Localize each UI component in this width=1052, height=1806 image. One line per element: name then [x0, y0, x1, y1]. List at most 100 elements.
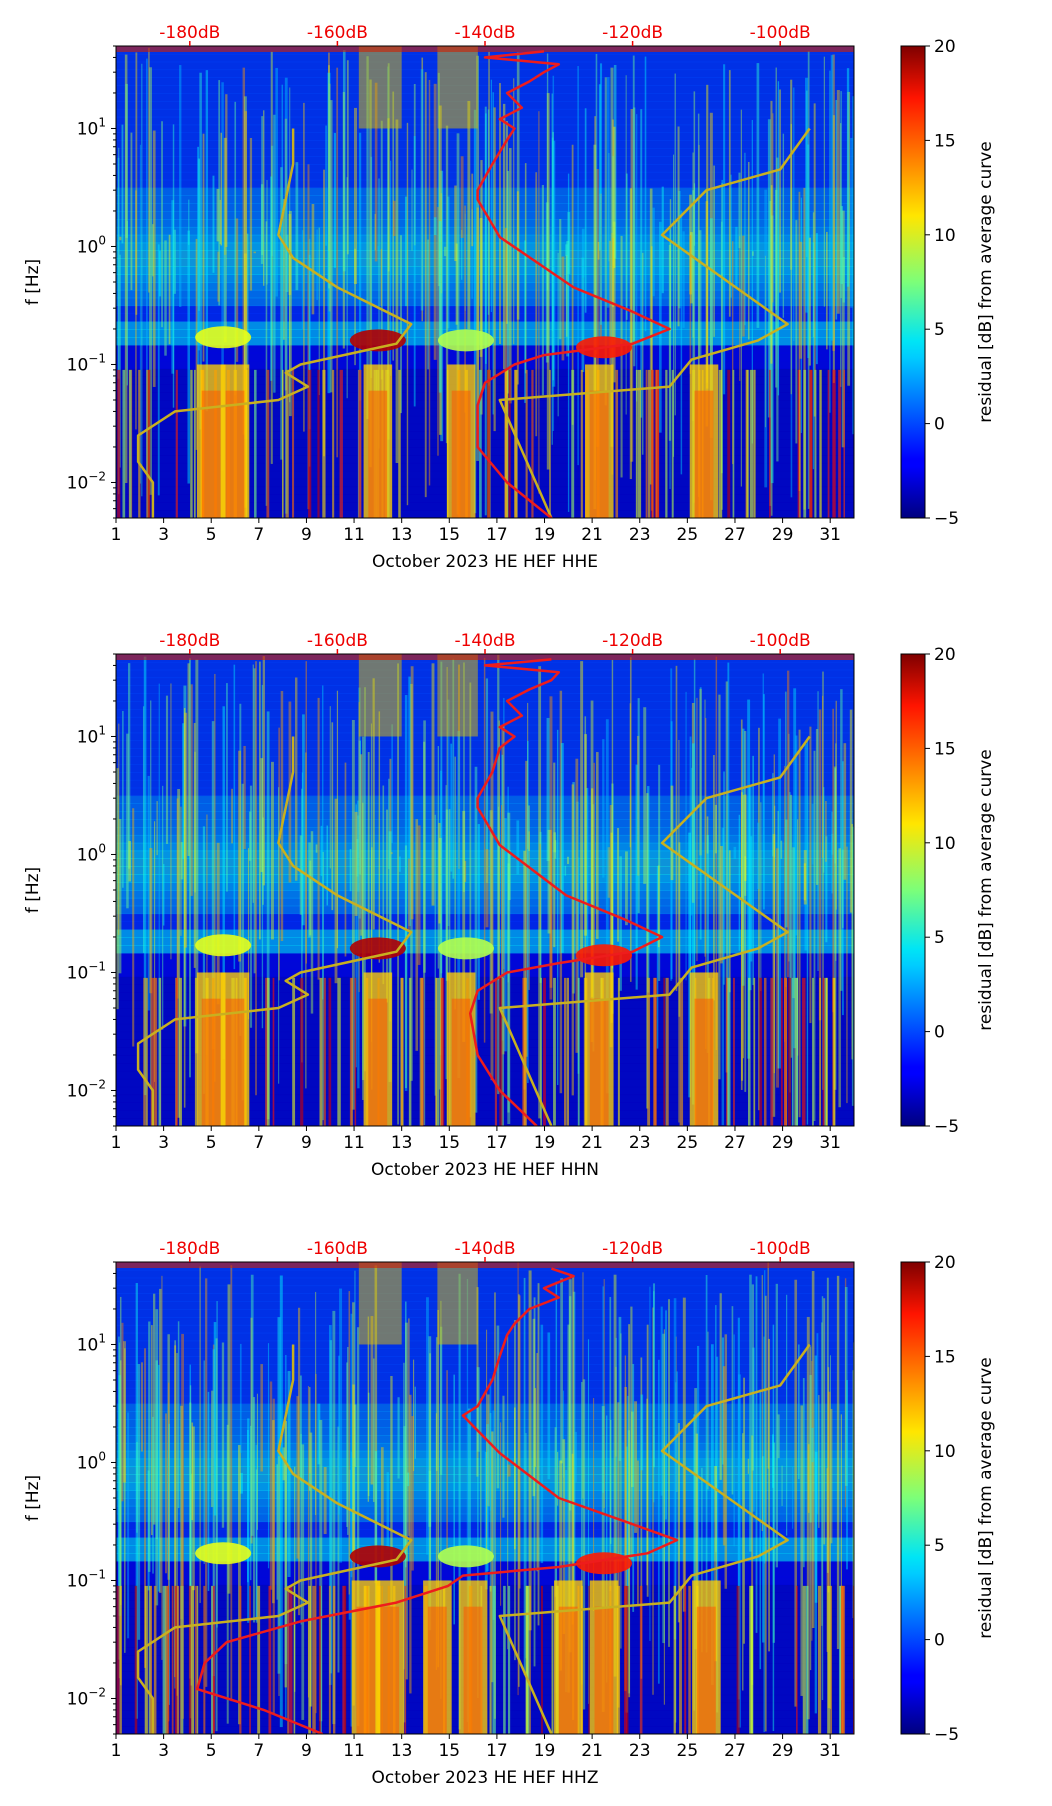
low-frequency-spike [494, 977, 497, 1126]
low-frequency-spike [830, 1585, 833, 1734]
streak [433, 83, 437, 360]
streak [404, 196, 408, 307]
streak [490, 79, 492, 313]
streak [479, 217, 483, 357]
streak [567, 212, 571, 275]
streak [227, 1284, 231, 1594]
streak [629, 188, 632, 480]
streak [637, 1460, 639, 1607]
low-frequency-spike [832, 369, 836, 518]
streak [172, 124, 175, 408]
colorbar-tick-label: 20 [934, 37, 956, 57]
streak [691, 743, 695, 1105]
low-frequency-spike [144, 1585, 148, 1734]
streak [733, 1334, 735, 1547]
y-tick-exponent: −2 [88, 469, 106, 483]
streak [829, 70, 831, 413]
streak [374, 1451, 378, 1607]
y-tick-exponent: 1 [98, 723, 106, 737]
colorbar-tick-label: 0 [934, 1023, 945, 1043]
streak [508, 850, 511, 901]
streak [752, 755, 754, 986]
streak [424, 72, 427, 498]
streak [516, 52, 520, 320]
streak [675, 1382, 677, 1723]
low-frequency-spike [167, 1585, 170, 1734]
streak [223, 254, 227, 337]
streak [469, 682, 472, 1118]
streak [203, 1360, 205, 1564]
streak [191, 1422, 194, 1521]
streak [813, 750, 816, 1122]
low-frequency-spike [753, 977, 756, 1126]
streak [571, 144, 574, 425]
streak [805, 77, 809, 313]
y-tick-label: 10−2 [67, 469, 106, 493]
storm-block-core [201, 390, 221, 518]
streak [777, 81, 780, 396]
streak [149, 848, 153, 994]
streak [162, 785, 164, 1030]
streak [285, 234, 289, 292]
streak [827, 1391, 831, 1709]
streak [406, 122, 409, 506]
streak [356, 1327, 360, 1727]
low-frequency-spike [404, 1585, 407, 1734]
colorbar-tick-label: 10 [934, 834, 956, 854]
y-tick-exponent: 1 [98, 1331, 106, 1345]
streak [388, 778, 390, 869]
streak [458, 1273, 461, 1730]
streak [336, 67, 339, 458]
streak [778, 718, 781, 1069]
streak [770, 215, 774, 484]
low-frequency-spike [566, 977, 569, 1126]
low-frequency-spike [143, 977, 146, 1126]
frequency-band [116, 486, 854, 495]
low-frequency-spike [653, 977, 657, 1126]
colorbar: 20 15 10 5 0 −5 residual [dB] from average cur… [900, 37, 996, 529]
low-frequency-spike [727, 977, 731, 1126]
streak [581, 1382, 583, 1685]
top-edge-band [116, 654, 854, 660]
storm-block-core [594, 1606, 614, 1734]
colorbar-tick-label: 15 [934, 1347, 956, 1367]
low-frequency-spike [787, 977, 792, 1126]
low-frequency-spike [825, 977, 828, 1126]
low-frequency-spike [194, 1585, 197, 1734]
streak [464, 860, 467, 883]
streak [477, 824, 480, 1000]
low-frequency-spike [647, 977, 651, 1126]
colorbar: 20 15 10 5 0 −5 residual [dB] from average cur… [900, 1253, 996, 1745]
streak [403, 1426, 406, 1723]
streak [633, 107, 636, 367]
low-frequency-spike [506, 369, 509, 518]
streak [146, 58, 148, 474]
streak [772, 1442, 775, 1643]
streak [730, 174, 732, 298]
y-tick-base: 10 [67, 1081, 89, 1101]
low-frequency-spike [665, 977, 669, 1126]
streak [282, 199, 285, 340]
streak [147, 1470, 150, 1591]
streak [677, 126, 680, 327]
streak [378, 711, 381, 963]
low-frequency-spike [718, 369, 723, 518]
streak [557, 252, 559, 417]
x-tick-label: 23 [629, 1133, 651, 1153]
low-noise-model-curve [136, 1344, 413, 1734]
streak [698, 230, 702, 357]
top-db-label: -140dB [454, 631, 515, 651]
low-frequency-spike [645, 369, 648, 518]
top-db-label: -120dB [602, 1239, 663, 1259]
streak [217, 251, 220, 302]
streak [606, 77, 610, 308]
streak [594, 116, 597, 481]
frequency-band [116, 732, 854, 742]
streak [518, 1294, 520, 1687]
frequency-band [116, 709, 854, 718]
low-frequency-spike [684, 1585, 687, 1734]
streak [772, 113, 774, 303]
frequency-band [116, 850, 854, 860]
streak [118, 819, 122, 974]
streak [352, 1384, 355, 1706]
